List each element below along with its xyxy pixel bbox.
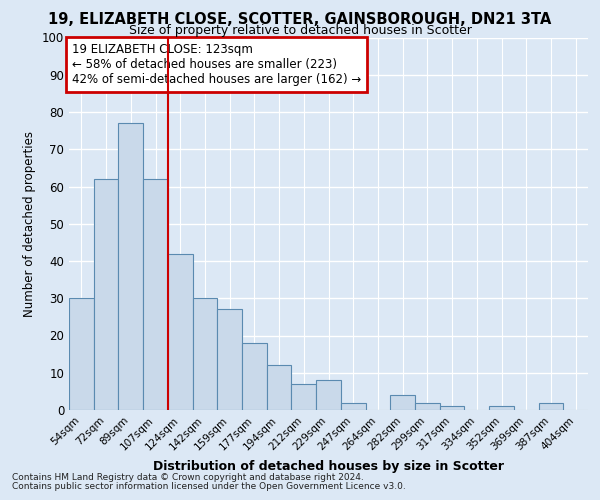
Text: 19 ELIZABETH CLOSE: 123sqm
← 58% of detached houses are smaller (223)
42% of sem: 19 ELIZABETH CLOSE: 123sqm ← 58% of deta…: [71, 43, 361, 86]
Text: Contains HM Land Registry data © Crown copyright and database right 2024.: Contains HM Land Registry data © Crown c…: [12, 472, 364, 482]
Bar: [316, 380, 341, 410]
Bar: [390, 395, 415, 410]
Bar: [489, 406, 514, 410]
Bar: [267, 366, 292, 410]
Bar: [415, 402, 440, 410]
Text: 19, ELIZABETH CLOSE, SCOTTER, GAINSBOROUGH, DN21 3TA: 19, ELIZABETH CLOSE, SCOTTER, GAINSBOROU…: [49, 12, 551, 28]
Bar: [341, 402, 365, 410]
Bar: [69, 298, 94, 410]
Bar: [168, 254, 193, 410]
Bar: [143, 179, 168, 410]
Bar: [539, 402, 563, 410]
Bar: [94, 179, 118, 410]
Bar: [217, 310, 242, 410]
Bar: [118, 123, 143, 410]
Bar: [292, 384, 316, 410]
Text: Contains public sector information licensed under the Open Government Licence v3: Contains public sector information licen…: [12, 482, 406, 491]
Bar: [193, 298, 217, 410]
Bar: [242, 343, 267, 410]
X-axis label: Distribution of detached houses by size in Scotter: Distribution of detached houses by size …: [153, 460, 504, 473]
Bar: [440, 406, 464, 410]
Y-axis label: Number of detached properties: Number of detached properties: [23, 130, 37, 317]
Text: Size of property relative to detached houses in Scotter: Size of property relative to detached ho…: [128, 24, 472, 37]
